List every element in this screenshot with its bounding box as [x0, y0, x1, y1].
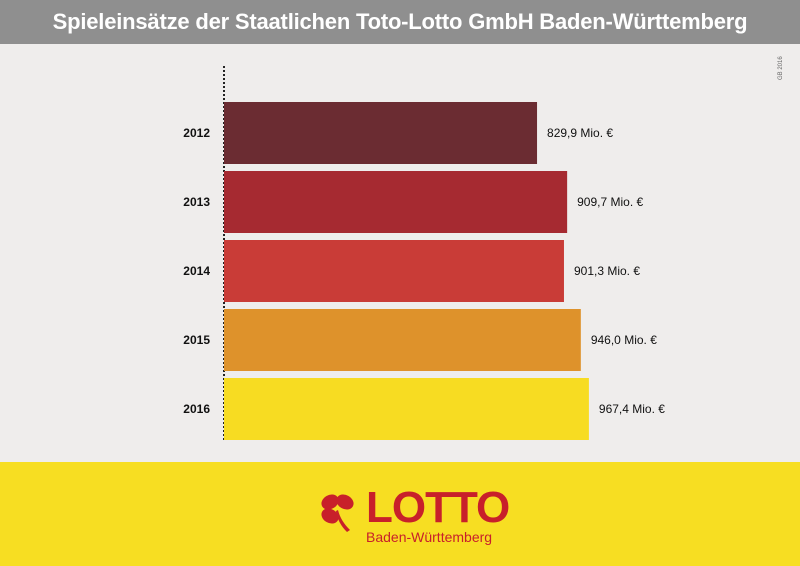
bar-chart: 2012 829,9 Mio. € 2013 909,7 Mio. € 2014 901,…	[183, 66, 665, 442]
chart-area: 2012 829,9 Mio. € 2013 909,7 Mio. € 2014 901,…	[0, 44, 800, 462]
logo-wordmark: LOTTO	[366, 483, 510, 532]
value-label: 967,4 Mio. €	[599, 402, 665, 416]
bar-2013	[224, 171, 568, 233]
logo-subtitle: Baden-Württemberg	[366, 529, 493, 545]
category-label: 2014	[183, 264, 210, 278]
bar-2015	[224, 309, 581, 371]
bar-2014	[224, 240, 564, 302]
category-label: 2015	[183, 333, 210, 347]
category-label: 2016	[183, 402, 210, 416]
category-label: 2012	[183, 126, 210, 140]
footer-band	[0, 462, 800, 566]
value-label: 909,7 Mio. €	[577, 195, 643, 209]
value-label: 901,3 Mio. €	[574, 264, 640, 278]
bar-2016	[224, 378, 589, 440]
value-label: 829,9 Mio. €	[547, 126, 613, 140]
chart-title: Spieleinsätze der Staatlichen Toto-Lotto…	[52, 9, 748, 34]
clover-icon	[321, 494, 354, 532]
lotto-logo: LOTTO Baden-Württemberg	[314, 478, 510, 548]
chart-header: Spieleinsätze der Staatlichen Toto-Lotto…	[0, 0, 800, 44]
value-label: 946,0 Mio. €	[591, 333, 657, 347]
bar-2012	[224, 102, 538, 164]
category-label: 2013	[183, 195, 210, 209]
